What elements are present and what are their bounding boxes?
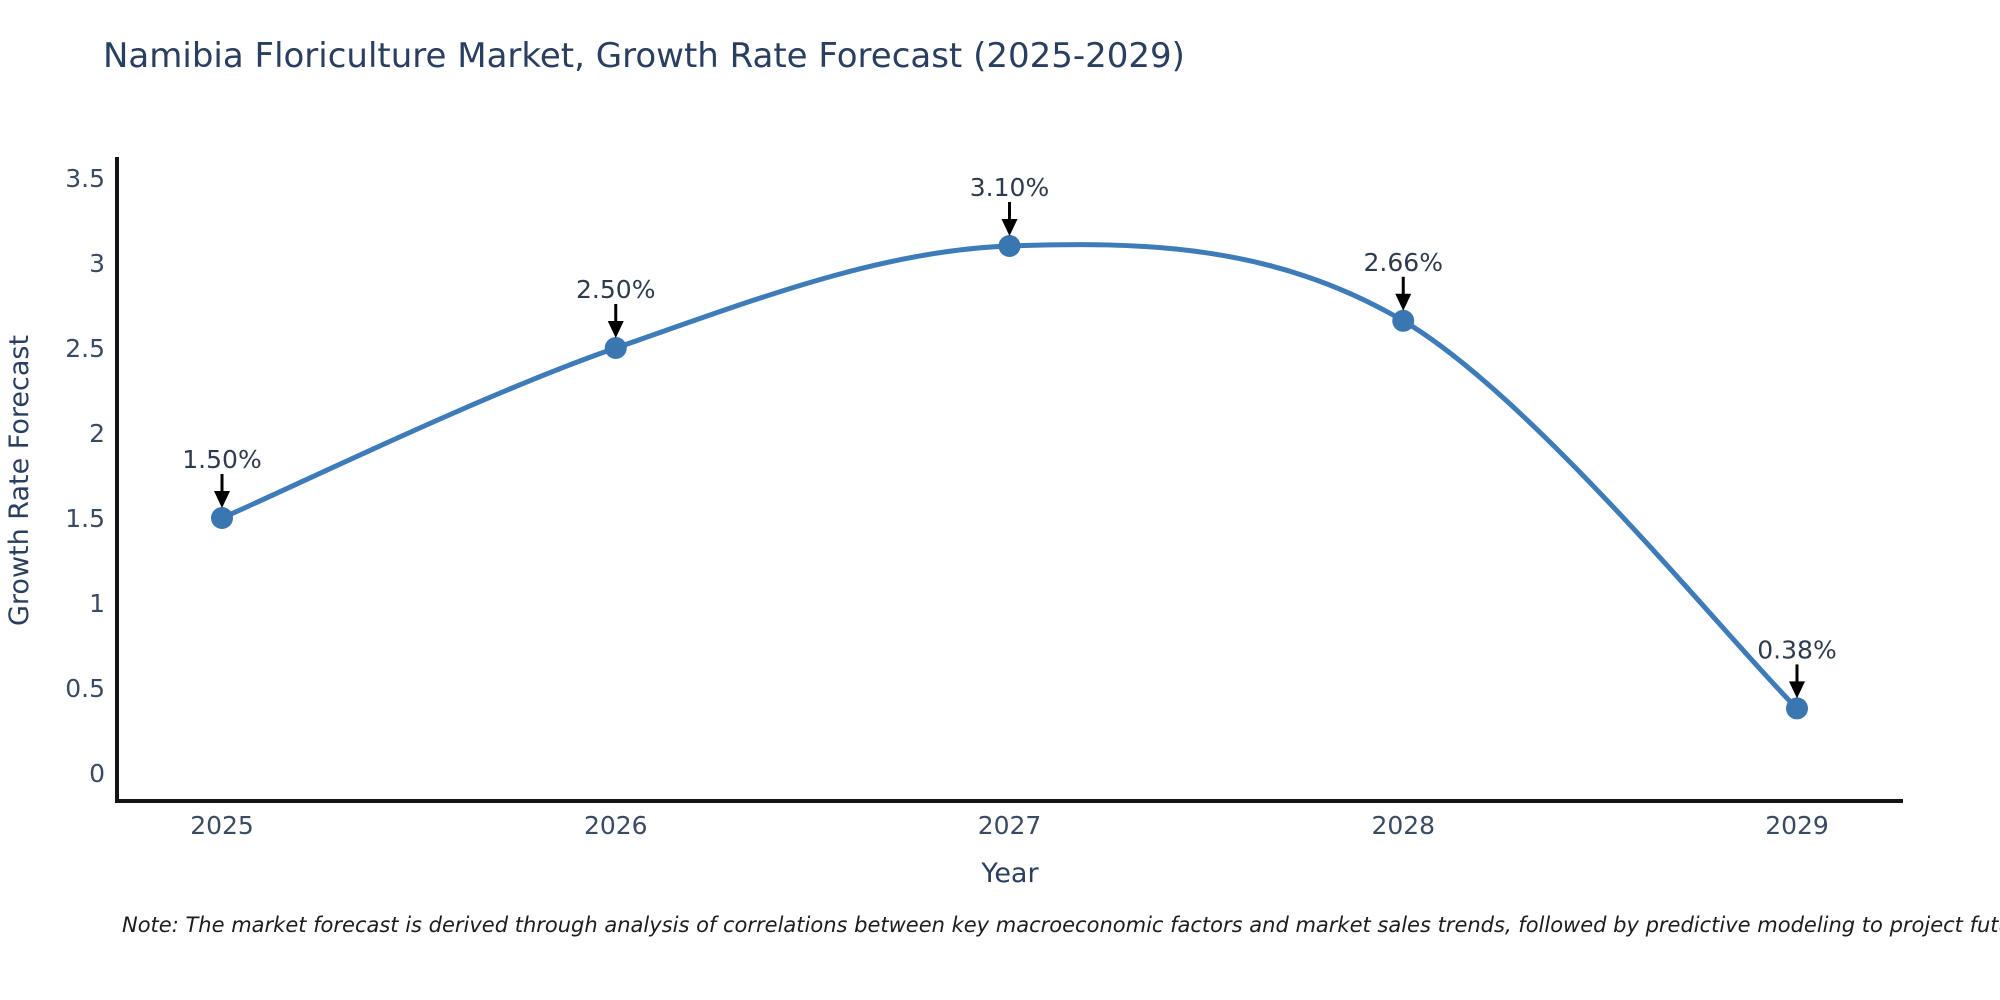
data-point [998, 235, 1021, 257]
x-tick-label: 2029 [1765, 811, 1829, 840]
y-tick-label: 0 [89, 759, 105, 788]
annotation-arrowhead [607, 321, 624, 338]
annotation-label: 2.50% [576, 275, 655, 304]
annotation-label: 2.66% [1364, 248, 1443, 277]
y-tick-label: 1 [89, 589, 105, 618]
x-axis-title: Year [981, 858, 1039, 889]
y-axis-title: Growth Rate Forecast [4, 334, 35, 626]
y-tick-label: 2.5 [65, 334, 105, 363]
annotation-arrowhead [1789, 681, 1805, 699]
annotation-label: 3.10% [970, 173, 1049, 202]
y-tick-label: 1.5 [65, 504, 105, 533]
chart-title: Namibia Floriculture Market, Growth Rate… [103, 36, 1185, 76]
annotation-arrowhead [1395, 293, 1412, 311]
x-tick-label: 2028 [1371, 811, 1435, 840]
y-tick-label: 0.5 [65, 674, 105, 703]
y-tick-label: 3.5 [65, 164, 105, 193]
x-tick-label: 2027 [978, 811, 1042, 840]
annotation-label: 0.38% [1757, 635, 1836, 664]
footnote: Note: The market forecast is derived thr… [122, 913, 2000, 937]
annotation-arrowhead [214, 491, 230, 508]
x-tick-label: 2026 [584, 811, 648, 840]
data-point [1392, 309, 1415, 332]
x-tick-label: 2025 [190, 811, 254, 840]
data-point [211, 507, 233, 529]
trend-line [219, 242, 1800, 711]
data-point [1786, 697, 1808, 720]
y-tick-label: 2 [89, 419, 105, 448]
annotation-label: 1.50% [182, 445, 261, 474]
data-point [604, 337, 627, 359]
annotation-arrowhead [1001, 219, 1018, 236]
y-tick-label: 3 [89, 249, 105, 278]
